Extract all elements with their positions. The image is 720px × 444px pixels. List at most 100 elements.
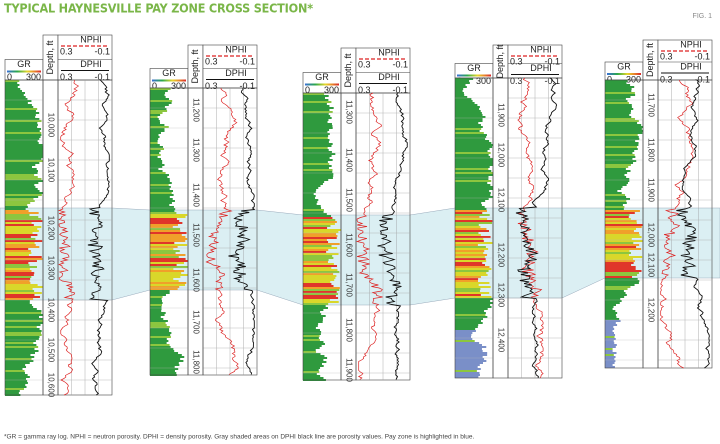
gr-scale-bar — [457, 74, 491, 77]
gr-fill — [605, 114, 630, 116]
gr-fill — [5, 392, 19, 394]
gr-fill — [455, 160, 493, 162]
gr-fill — [150, 216, 186, 218]
gr-fill — [150, 332, 172, 334]
gr-fill — [455, 140, 490, 142]
gr-fill — [303, 171, 333, 173]
gr-fill — [605, 352, 617, 354]
gr-fill — [605, 158, 633, 160]
gr-fill — [605, 324, 618, 326]
gr-fill — [455, 326, 478, 328]
gr-fill — [5, 260, 37, 262]
gr-fill — [455, 126, 483, 128]
gr-fill — [150, 350, 175, 352]
gr-fill — [303, 235, 338, 237]
gr-fill — [455, 292, 490, 294]
gr-fill — [150, 184, 169, 186]
gr-fill — [605, 154, 635, 156]
gr-fill — [150, 162, 163, 164]
gr-fill — [5, 308, 37, 310]
gr-fill — [5, 142, 39, 144]
gr-fill — [455, 206, 485, 208]
gr-fill — [5, 186, 36, 188]
gr-fill — [5, 220, 43, 222]
gr-fill — [455, 154, 489, 156]
gr-min: 0 — [305, 85, 310, 95]
gr-fill — [5, 256, 42, 258]
gr-fill — [5, 360, 34, 362]
gr-fill — [5, 276, 32, 278]
gr-fill — [5, 100, 32, 102]
gr-fill — [5, 108, 38, 110]
gr-fill — [455, 98, 472, 100]
gr-fill — [455, 332, 473, 334]
dphi-curve — [676, 79, 710, 369]
gr-fill — [455, 124, 481, 126]
gr-fill — [303, 307, 328, 309]
gr-fill — [5, 96, 26, 98]
depth-tick-label: 12,200 — [496, 243, 505, 268]
gr-fill — [150, 314, 165, 316]
gr-fill — [303, 195, 316, 197]
gr-fill — [455, 196, 493, 198]
gr-fill — [455, 202, 482, 204]
gr-fill — [605, 176, 627, 178]
gr-fill — [605, 116, 632, 118]
gr-fill — [455, 246, 486, 248]
dphi-label: DPHI — [225, 68, 247, 78]
gr-fill — [5, 268, 30, 270]
gr-fill — [150, 274, 188, 276]
gr-fill — [150, 320, 168, 322]
gr-fill — [150, 110, 168, 112]
gr-fill — [455, 358, 485, 360]
gr-fill — [455, 294, 481, 296]
gr-fill — [150, 370, 175, 372]
gr-fill — [605, 118, 635, 120]
gr-fill — [303, 265, 338, 267]
gr-fill — [455, 350, 483, 352]
gr-fill — [5, 298, 34, 300]
gr-fill — [150, 364, 180, 366]
gr-fill — [605, 234, 640, 236]
gr-fill — [150, 354, 182, 356]
gr-fill — [150, 182, 172, 184]
gr-fill — [605, 318, 620, 320]
gr-fill — [150, 106, 165, 108]
gr-fill — [605, 360, 616, 362]
gr-fill — [303, 219, 336, 221]
gr-fill — [303, 243, 340, 245]
gr-fill — [303, 125, 333, 127]
gr-fill — [5, 292, 42, 294]
gr-fill — [5, 146, 43, 148]
gr-fill — [5, 130, 40, 132]
gr-fill — [5, 228, 38, 230]
gr-fill — [5, 82, 18, 84]
gr-fill — [455, 236, 491, 238]
gr-fill — [605, 312, 618, 314]
gr-fill — [5, 314, 43, 316]
gr-fill — [605, 244, 640, 246]
gr-fill — [605, 280, 640, 282]
gr-fill — [150, 176, 168, 178]
gr-fill — [605, 274, 638, 276]
gr-fill — [303, 269, 338, 271]
gr-fill — [150, 202, 172, 204]
gr-fill — [150, 214, 188, 216]
gr-fill — [150, 336, 171, 338]
gr-fill — [455, 224, 479, 226]
nphi-curve — [57, 80, 80, 396]
gr-fill — [5, 238, 36, 240]
gr-fill — [5, 80, 20, 82]
gr-fill — [303, 157, 330, 159]
gr-fill — [605, 272, 639, 274]
gr-fill — [455, 256, 485, 258]
gr-fill — [5, 214, 30, 216]
gr-fill — [455, 156, 491, 158]
gr-fill — [150, 108, 167, 110]
gr-fill — [455, 108, 480, 110]
gr-fill — [5, 188, 38, 190]
gr-fill — [150, 266, 188, 268]
gr-fill — [455, 346, 487, 348]
gr-fill — [150, 152, 160, 154]
gr-fill — [455, 144, 493, 146]
